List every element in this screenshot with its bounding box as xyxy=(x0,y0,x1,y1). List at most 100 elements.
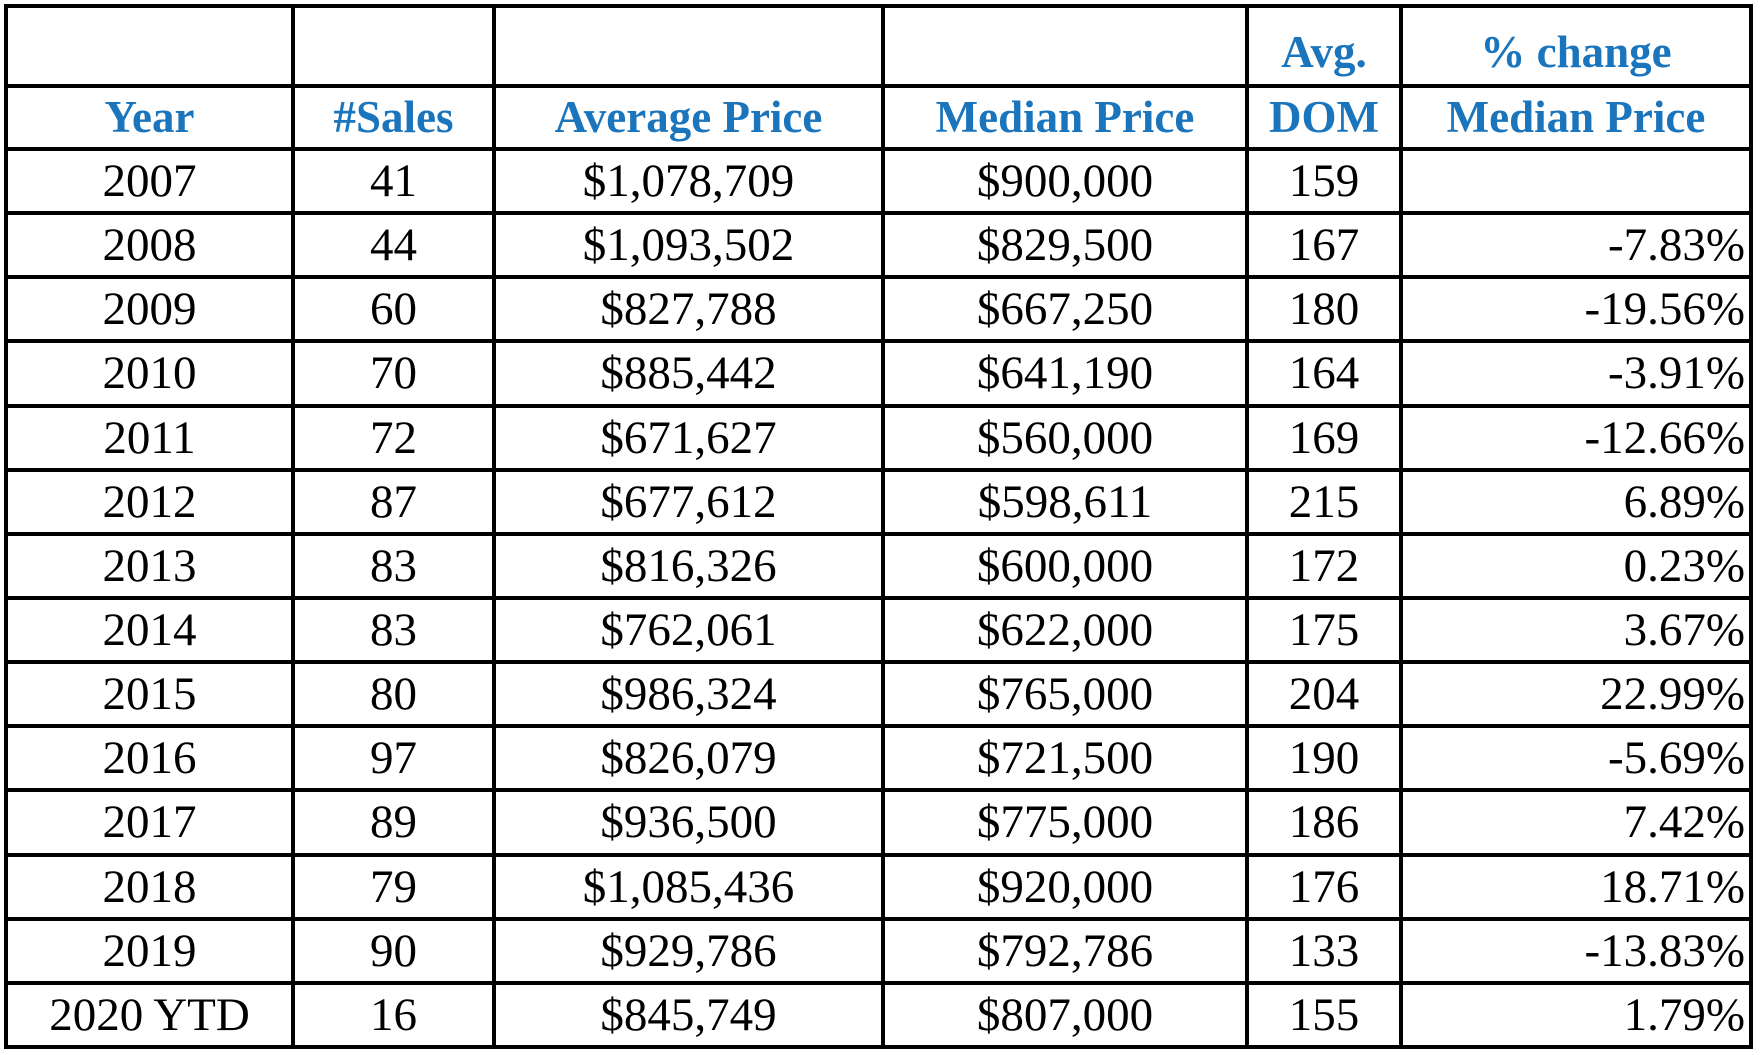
table-cell: $920,000 xyxy=(976,860,1154,913)
row-border xyxy=(4,275,1753,280)
row-border xyxy=(4,852,1753,857)
table-cell: $792,786 xyxy=(976,924,1154,977)
row-border xyxy=(4,147,1753,151)
table-cell: 176 xyxy=(1288,860,1360,913)
table-cell: $677,612 xyxy=(600,475,777,528)
table-cell: $667,250 xyxy=(976,283,1154,336)
table-cell: $765,000 xyxy=(976,668,1154,721)
table-cell: $900,000 xyxy=(976,155,1154,208)
table-cell: $600,000 xyxy=(976,539,1154,592)
row-border xyxy=(4,84,1753,88)
header-cell: #Sales xyxy=(333,92,454,142)
table-cell: 87 xyxy=(370,475,417,528)
table-cell: -5.69% xyxy=(1607,732,1745,785)
table-cell: $986,324 xyxy=(600,668,777,721)
table-cell: 1.79% xyxy=(1623,988,1745,1041)
table-cell: 2009 xyxy=(102,283,197,336)
table-cell: 175 xyxy=(1288,604,1360,657)
table-cell: 2015 xyxy=(102,668,197,721)
row-border xyxy=(4,531,1753,536)
table-cell: $775,000 xyxy=(976,796,1154,849)
table-cell: 2020 YTD xyxy=(49,988,250,1041)
row-border xyxy=(4,467,1753,472)
header-cell: % change xyxy=(1480,27,1672,77)
header-cell: Average Price xyxy=(554,92,823,142)
table-cell: 167 xyxy=(1288,219,1360,272)
table-cell: 97 xyxy=(370,732,417,785)
table-cell: 70 xyxy=(370,347,417,400)
table-cell: $829,500 xyxy=(976,219,1154,272)
column-border xyxy=(1245,4,1249,1049)
header-cell: Median Price xyxy=(1446,92,1706,142)
table-cell: 159 xyxy=(1288,155,1360,208)
table-cell: 164 xyxy=(1288,347,1360,400)
row-border xyxy=(4,403,1753,408)
table-cell: $885,442 xyxy=(600,347,777,400)
table-cell: $671,627 xyxy=(600,411,777,464)
table-cell: 2013 xyxy=(102,539,197,592)
row-border xyxy=(4,596,1753,600)
row-border xyxy=(4,1045,1753,1049)
column-border xyxy=(1749,4,1753,1049)
column-border xyxy=(1399,4,1403,1049)
table-cell: 2018 xyxy=(102,860,197,913)
table-cell: 204 xyxy=(1288,668,1360,721)
table-cell: 22.99% xyxy=(1600,668,1745,721)
table-cell: $1,078,709 xyxy=(582,155,795,208)
row-border xyxy=(4,4,1753,8)
row-border xyxy=(4,724,1753,729)
table-cell: $598,611 xyxy=(977,475,1153,528)
table-cell: 2016 xyxy=(102,732,197,785)
table-cell: $827,788 xyxy=(600,283,777,336)
table-cell: 90 xyxy=(370,924,417,977)
table-cell: 2011 xyxy=(103,411,196,464)
table-cell: 3.67% xyxy=(1623,604,1745,657)
header-cell: Year xyxy=(104,92,195,142)
table-cell: 83 xyxy=(370,539,417,592)
table-cell: 190 xyxy=(1288,732,1360,785)
table-cell: -19.56% xyxy=(1584,283,1745,336)
row-border xyxy=(4,980,1753,985)
column-border xyxy=(291,4,295,1049)
header-cell: DOM xyxy=(1269,92,1379,142)
table-cell: 155 xyxy=(1288,988,1360,1041)
table-cell: 186 xyxy=(1288,796,1360,849)
table-cell: $641,190 xyxy=(976,347,1154,400)
table-cell: $929,786 xyxy=(600,924,777,977)
table-cell: 169 xyxy=(1288,411,1360,464)
column-border xyxy=(881,4,885,1049)
table-cell: $936,500 xyxy=(600,796,777,849)
table-cell: $762,061 xyxy=(600,604,777,657)
table-cell: $845,749 xyxy=(600,988,777,1041)
row-border xyxy=(4,916,1753,921)
row-border xyxy=(4,788,1753,793)
table-cell: 2008 xyxy=(102,219,197,272)
table-cell: 83 xyxy=(370,604,417,657)
table-cell: $622,000 xyxy=(976,604,1154,657)
table-cell: 72 xyxy=(370,411,417,464)
table-cell: 60 xyxy=(370,283,417,336)
table-cell: 7.42% xyxy=(1623,796,1745,849)
table-cell: $816,326 xyxy=(600,539,777,592)
table-cell: 18.71% xyxy=(1600,860,1745,913)
table-cell: 79 xyxy=(370,860,417,913)
table-cell: 2010 xyxy=(102,347,197,400)
table-cell: 16 xyxy=(370,988,417,1041)
table-cell: -12.66% xyxy=(1584,411,1745,464)
table-cell: 80 xyxy=(370,668,417,721)
header-cell: Avg. xyxy=(1281,27,1367,77)
table-cell: 215 xyxy=(1288,475,1360,528)
table-cell: -7.83% xyxy=(1607,219,1745,272)
row-border xyxy=(4,211,1753,216)
table-cell: 172 xyxy=(1288,539,1360,592)
table-cell: 133 xyxy=(1288,924,1360,977)
table-cell: 2019 xyxy=(102,924,197,977)
table-cell: $1,093,502 xyxy=(582,219,795,272)
table-cell: 0.23% xyxy=(1623,539,1745,592)
header-cell: Median Price xyxy=(935,92,1195,142)
table-cell: 6.89% xyxy=(1623,475,1745,528)
table-cell: 2014 xyxy=(102,604,197,657)
table-cell: $560,000 xyxy=(976,411,1154,464)
table-cell: $826,079 xyxy=(600,732,777,785)
